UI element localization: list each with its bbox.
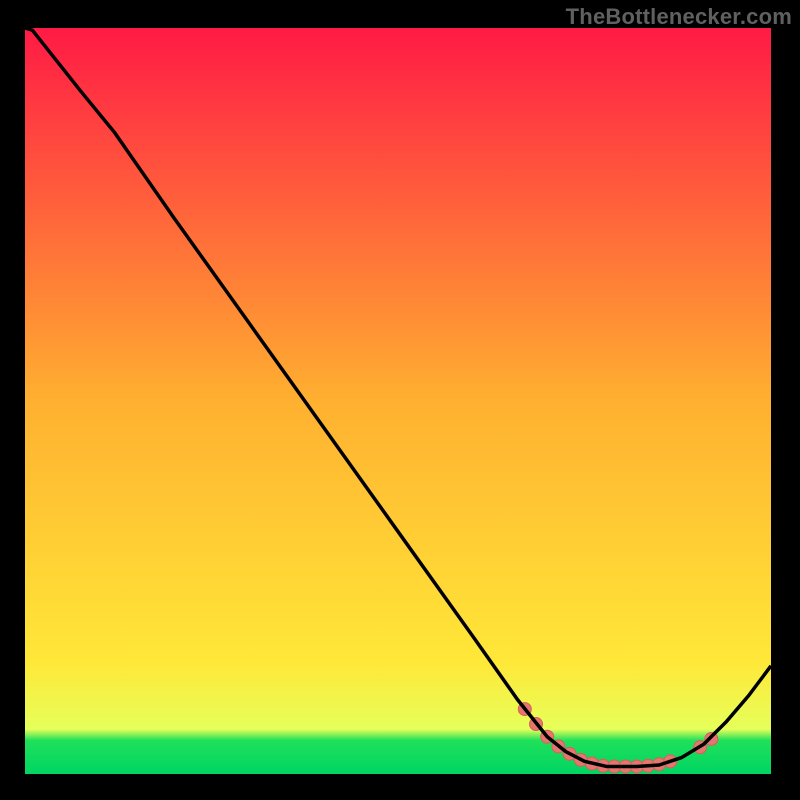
- bottleneck-chart: [0, 0, 800, 800]
- watermark-text: TheBottlenecker.com: [566, 4, 792, 30]
- plot-background: [25, 28, 771, 774]
- chart-container: TheBottlenecker.com: [0, 0, 800, 800]
